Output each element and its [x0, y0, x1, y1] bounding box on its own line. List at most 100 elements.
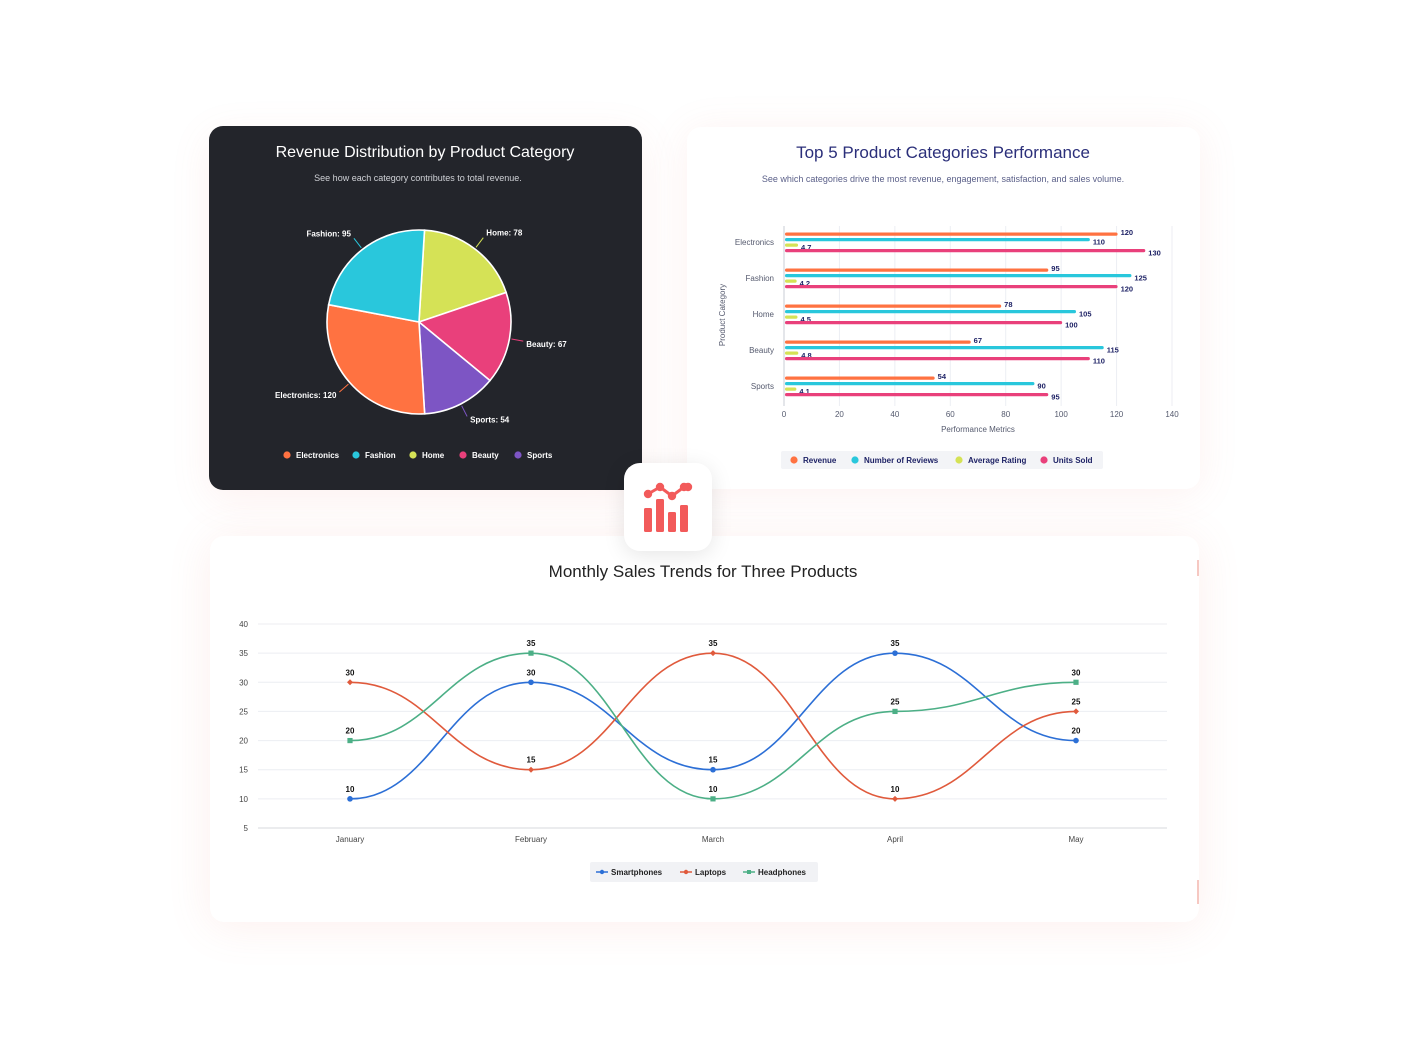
legend-item-smartphones[interactable]: Smartphones: [611, 868, 663, 877]
bar-revenue[interactable]: [785, 268, 1049, 272]
data-point-headphones[interactable]: [528, 650, 534, 656]
data-point-laptops[interactable]: [1073, 708, 1079, 715]
y-tick-label: Beauty: [749, 346, 774, 355]
data-point-laptops[interactable]: [710, 650, 716, 657]
pie-slice-sports[interactable]: [418, 320, 492, 415]
data-point-laptops[interactable]: [347, 679, 353, 686]
bar-number-of-reviews[interactable]: [785, 274, 1132, 278]
bar-chart-subtitle: See which categories drive the most reve…: [762, 174, 1124, 184]
bar-chart-card: Top 5 Product Categories Performance See…: [687, 127, 1200, 489]
bar-average-rating[interactable]: [785, 387, 797, 391]
pie-chart-title: Revenue Distribution by Product Category: [276, 144, 575, 161]
legend-item-number-of-reviews[interactable]: Number of Reviews: [864, 456, 939, 465]
legend-item-home[interactable]: Home: [422, 451, 445, 460]
analytics-badge: [624, 463, 712, 551]
x-tick-label: March: [702, 835, 724, 844]
data-point-laptops[interactable]: [528, 766, 534, 773]
bar-average-rating[interactable]: [785, 279, 797, 283]
legend-item-sports[interactable]: Sports: [527, 451, 553, 460]
bar-average-rating[interactable]: [785, 243, 799, 247]
bar-units-sold[interactable]: [785, 285, 1118, 289]
line-series-smartphones[interactable]: [349, 652, 1077, 800]
bar-data-label: 4.8: [801, 351, 811, 360]
data-point-smartphones[interactable]: [347, 796, 353, 802]
legend-item-revenue[interactable]: Revenue: [803, 456, 837, 465]
bar-average-rating[interactable]: [785, 315, 798, 319]
bar-data-label: 95: [1051, 393, 1059, 402]
bar-revenue[interactable]: [785, 232, 1118, 236]
legend-item-laptops[interactable]: Laptops: [695, 868, 727, 877]
bar-number-of-reviews[interactable]: [785, 346, 1104, 350]
y-tick-label: 30: [239, 678, 248, 687]
pie-data-label: Beauty: 67: [526, 340, 567, 349]
data-point-laptops[interactable]: [892, 795, 898, 802]
legend-marker-sports: [514, 451, 522, 459]
bar-units-sold[interactable]: [785, 321, 1063, 325]
x-tick-label: February: [515, 835, 547, 844]
bar-revenue[interactable]: [785, 340, 971, 344]
legend-item-headphones[interactable]: Headphones: [758, 868, 807, 877]
data-point-smartphones[interactable]: [528, 679, 534, 686]
data-point-headphones[interactable]: [892, 708, 898, 715]
bar-units-sold[interactable]: [785, 357, 1090, 361]
pie-data-label: Sports: 54: [470, 415, 510, 424]
data-label: 25: [1072, 697, 1081, 706]
data-point-headphones[interactable]: [1073, 679, 1079, 685]
data-label: 35: [891, 639, 900, 648]
data-label: 10: [891, 785, 900, 794]
bar-chart-title: Top 5 Product Categories Performance: [796, 143, 1090, 162]
line-series-headphones[interactable]: [349, 652, 1077, 800]
x-tick-label: January: [336, 835, 364, 844]
bar-number-of-reviews[interactable]: [785, 238, 1090, 242]
x-tick-label: April: [887, 835, 903, 844]
bar-average-rating[interactable]: [785, 351, 799, 355]
x-tick-label: 100: [1054, 410, 1068, 419]
data-point-smartphones[interactable]: [1073, 737, 1079, 744]
bar-revenue[interactable]: [785, 376, 935, 380]
pie-label-connector: [339, 383, 349, 393]
bar-number-of-reviews[interactable]: [785, 382, 1035, 386]
pie-slice-fashion[interactable]: [327, 229, 426, 323]
legend-item-average-rating[interactable]: Average Rating: [968, 456, 1027, 465]
legend-marker-beauty: [459, 451, 467, 459]
legend-item-fashion[interactable]: Fashion: [365, 451, 396, 460]
y-axis-label: Product Category: [718, 284, 727, 346]
bar-data-label: 4.7: [801, 243, 811, 252]
edge-decoration: [1197, 560, 1199, 576]
line-chart-title: Monthly Sales Trends for Three Products: [549, 562, 858, 581]
line-chart-svg: Monthly Sales Trends for Three Products …: [239, 562, 1167, 882]
pie-data-label: Fashion: 95: [306, 229, 351, 238]
data-label: 30: [346, 668, 355, 677]
legend-item-electronics[interactable]: Electronics: [296, 451, 340, 460]
bar-number-of-reviews[interactable]: [785, 310, 1076, 314]
x-tick-label: 0: [782, 410, 787, 419]
bar-data-label: 95: [1051, 264, 1059, 273]
legend-marker: [747, 870, 751, 874]
data-point-smartphones[interactable]: [892, 650, 898, 656]
pie-slice-beauty[interactable]: [417, 291, 512, 382]
pie-slice-electronics[interactable]: [326, 303, 426, 415]
pie-chart-card: Revenue Distribution by Product Category…: [209, 126, 642, 490]
bar-units-sold[interactable]: [785, 393, 1049, 397]
bar-chart-svg: Top 5 Product Categories Performance See…: [718, 143, 1179, 469]
legend-marker: [790, 456, 798, 464]
data-point-headphones[interactable]: [710, 796, 716, 802]
bar-data-label: 67: [974, 336, 982, 345]
data-point-smartphones[interactable]: [710, 766, 716, 773]
x-axis-label: Performance Metrics: [941, 425, 1015, 434]
x-tick-label: 80: [1001, 410, 1010, 419]
x-tick-label: 60: [946, 410, 955, 419]
bar-units-sold[interactable]: [785, 249, 1146, 253]
legend-item-units-sold[interactable]: Units Sold: [1053, 456, 1093, 465]
bar-data-label: 54: [938, 372, 947, 381]
data-point-headphones[interactable]: [347, 737, 353, 744]
line-series-laptops[interactable]: [349, 652, 1077, 800]
legend-item-beauty[interactable]: Beauty: [472, 451, 499, 460]
bar-data-label: 78: [1004, 300, 1012, 309]
bar-revenue[interactable]: [785, 304, 1002, 308]
legend-marker: [1040, 456, 1048, 464]
y-tick-label: Electronics: [735, 238, 774, 247]
y-tick-label: Home: [753, 310, 775, 319]
y-tick-label: 25: [239, 707, 248, 716]
x-tick-label: May: [1068, 835, 1083, 844]
